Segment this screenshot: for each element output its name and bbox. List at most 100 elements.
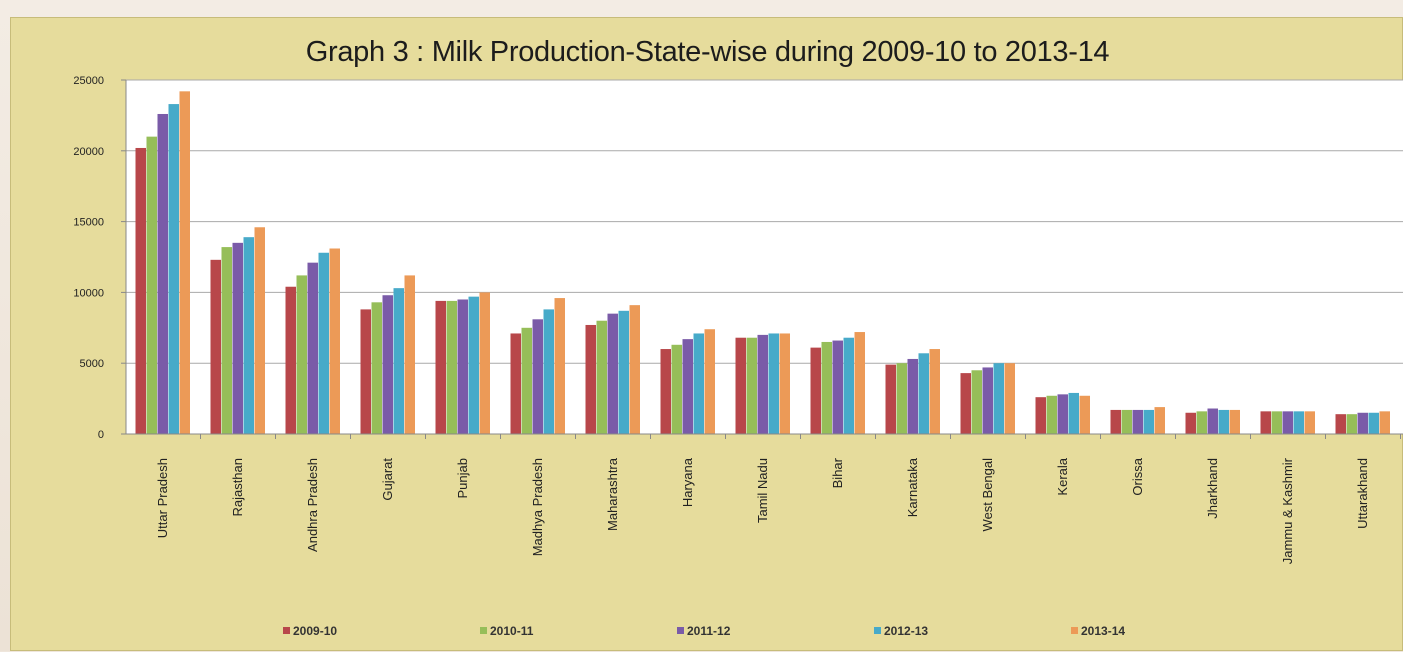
bar: [821, 341, 832, 434]
axes: [125, 80, 1403, 439]
bar: [757, 334, 768, 434]
bar: [135, 147, 146, 434]
bar: [179, 91, 190, 434]
chart-frame: 0 5000 10000 15000 20000 25000 Uttar Pradesh R…: [10, 17, 1403, 651]
bar: [296, 275, 307, 434]
bar: [157, 113, 168, 434]
bar: [382, 295, 393, 434]
x-category-label: Jammu & Kashmir: [1280, 457, 1295, 564]
bar: [1346, 414, 1357, 434]
bar: [318, 252, 329, 434]
bar: [1132, 409, 1143, 434]
x-category-label: Madhya Pradesh: [530, 458, 545, 556]
bar-chart: 0 5000 10000 15000 20000 25000 Uttar Pradesh R…: [73, 75, 1403, 638]
bar: [993, 363, 1004, 434]
bar: [254, 227, 265, 434]
x-axis-labels: Uttar Pradesh Rajasthan Andhra Pradesh Guja…: [155, 457, 1370, 564]
bar: [1068, 392, 1079, 434]
y-axis-ticks: 0 5000 10000 15000 20000 25000: [73, 75, 126, 441]
bar: [810, 347, 821, 434]
bar: [1143, 409, 1154, 434]
bars: [135, 91, 1390, 435]
bar: [532, 319, 543, 434]
bar: [1057, 394, 1068, 434]
bar: [457, 299, 468, 434]
bar: [1154, 407, 1165, 434]
bar: [1368, 412, 1379, 434]
bar: [554, 298, 565, 434]
bar: [607, 313, 618, 434]
legend-swatch: [874, 627, 881, 634]
x-category-label: Punjab: [455, 458, 470, 498]
bar: [1035, 397, 1046, 434]
bar: [510, 333, 521, 434]
bar: [660, 349, 671, 434]
bar: [468, 296, 479, 434]
bar: [618, 310, 629, 434]
bar: [1110, 409, 1121, 434]
x-category-label: Jharkhand: [1205, 458, 1220, 519]
bar: [285, 286, 296, 434]
y-tick-label: 0: [98, 429, 104, 441]
chart-title: Graph 3 : Milk Production-State-wise dur…: [305, 36, 1110, 68]
bar: [307, 262, 318, 434]
x-category-label: Bihar: [830, 457, 845, 488]
bar: [929, 349, 940, 434]
legend-label: 2011-12: [687, 624, 731, 638]
legend-label: 2010-11: [490, 624, 534, 638]
x-category-label: Rajasthan: [230, 458, 245, 517]
bar: [1304, 411, 1315, 434]
bar: [521, 327, 532, 434]
bar: [918, 353, 929, 434]
x-category-label: Maharashtra: [605, 457, 620, 531]
x-category-label: Orissa: [1130, 457, 1145, 495]
x-category-label: Uttar Pradesh: [155, 458, 170, 538]
bar: [682, 339, 693, 434]
bar: [371, 302, 382, 434]
bar: [693, 333, 704, 434]
bar: [1357, 412, 1368, 434]
bar: [746, 337, 757, 434]
bar: [221, 247, 232, 434]
bar: [168, 104, 179, 435]
bar: [243, 237, 254, 434]
bar: [146, 136, 157, 434]
bar: [1218, 409, 1229, 434]
bar: [704, 329, 715, 434]
x-category-label: Tamil Nadu: [755, 458, 770, 523]
y-tick-label: 15000: [73, 217, 104, 229]
bar: [1335, 414, 1346, 434]
bar: [1196, 411, 1207, 434]
bar: [596, 320, 607, 434]
bar: [1185, 412, 1196, 434]
bar: [232, 242, 243, 434]
x-category-label: Uttarakhand: [1355, 458, 1370, 529]
bar: [960, 373, 971, 434]
legend-swatch: [677, 627, 684, 634]
bar: [1271, 411, 1282, 434]
legend-label: 2013-14: [1081, 624, 1125, 638]
bar: [446, 300, 457, 434]
legend-label: 2009-10: [293, 624, 337, 638]
bar: [854, 332, 865, 434]
bar: [671, 344, 682, 434]
x-category-label: Karnataka: [905, 457, 920, 517]
bar: [1004, 363, 1015, 434]
x-category-label: Andhra Pradesh: [305, 458, 320, 552]
bar: [1379, 411, 1390, 434]
bar: [1229, 409, 1240, 434]
bar: [629, 305, 640, 434]
bar: [393, 288, 404, 434]
x-category-label: Kerala: [1055, 457, 1070, 495]
legend-swatch: [1071, 627, 1078, 634]
bar: [360, 309, 371, 434]
bar: [543, 309, 554, 434]
y-tick-label: 5000: [80, 358, 104, 370]
bar: [435, 300, 446, 434]
bar: [329, 248, 340, 434]
bar: [404, 275, 415, 434]
bar: [982, 367, 993, 434]
bar: [885, 364, 896, 434]
legend-swatch: [480, 627, 487, 634]
bar: [735, 337, 746, 434]
